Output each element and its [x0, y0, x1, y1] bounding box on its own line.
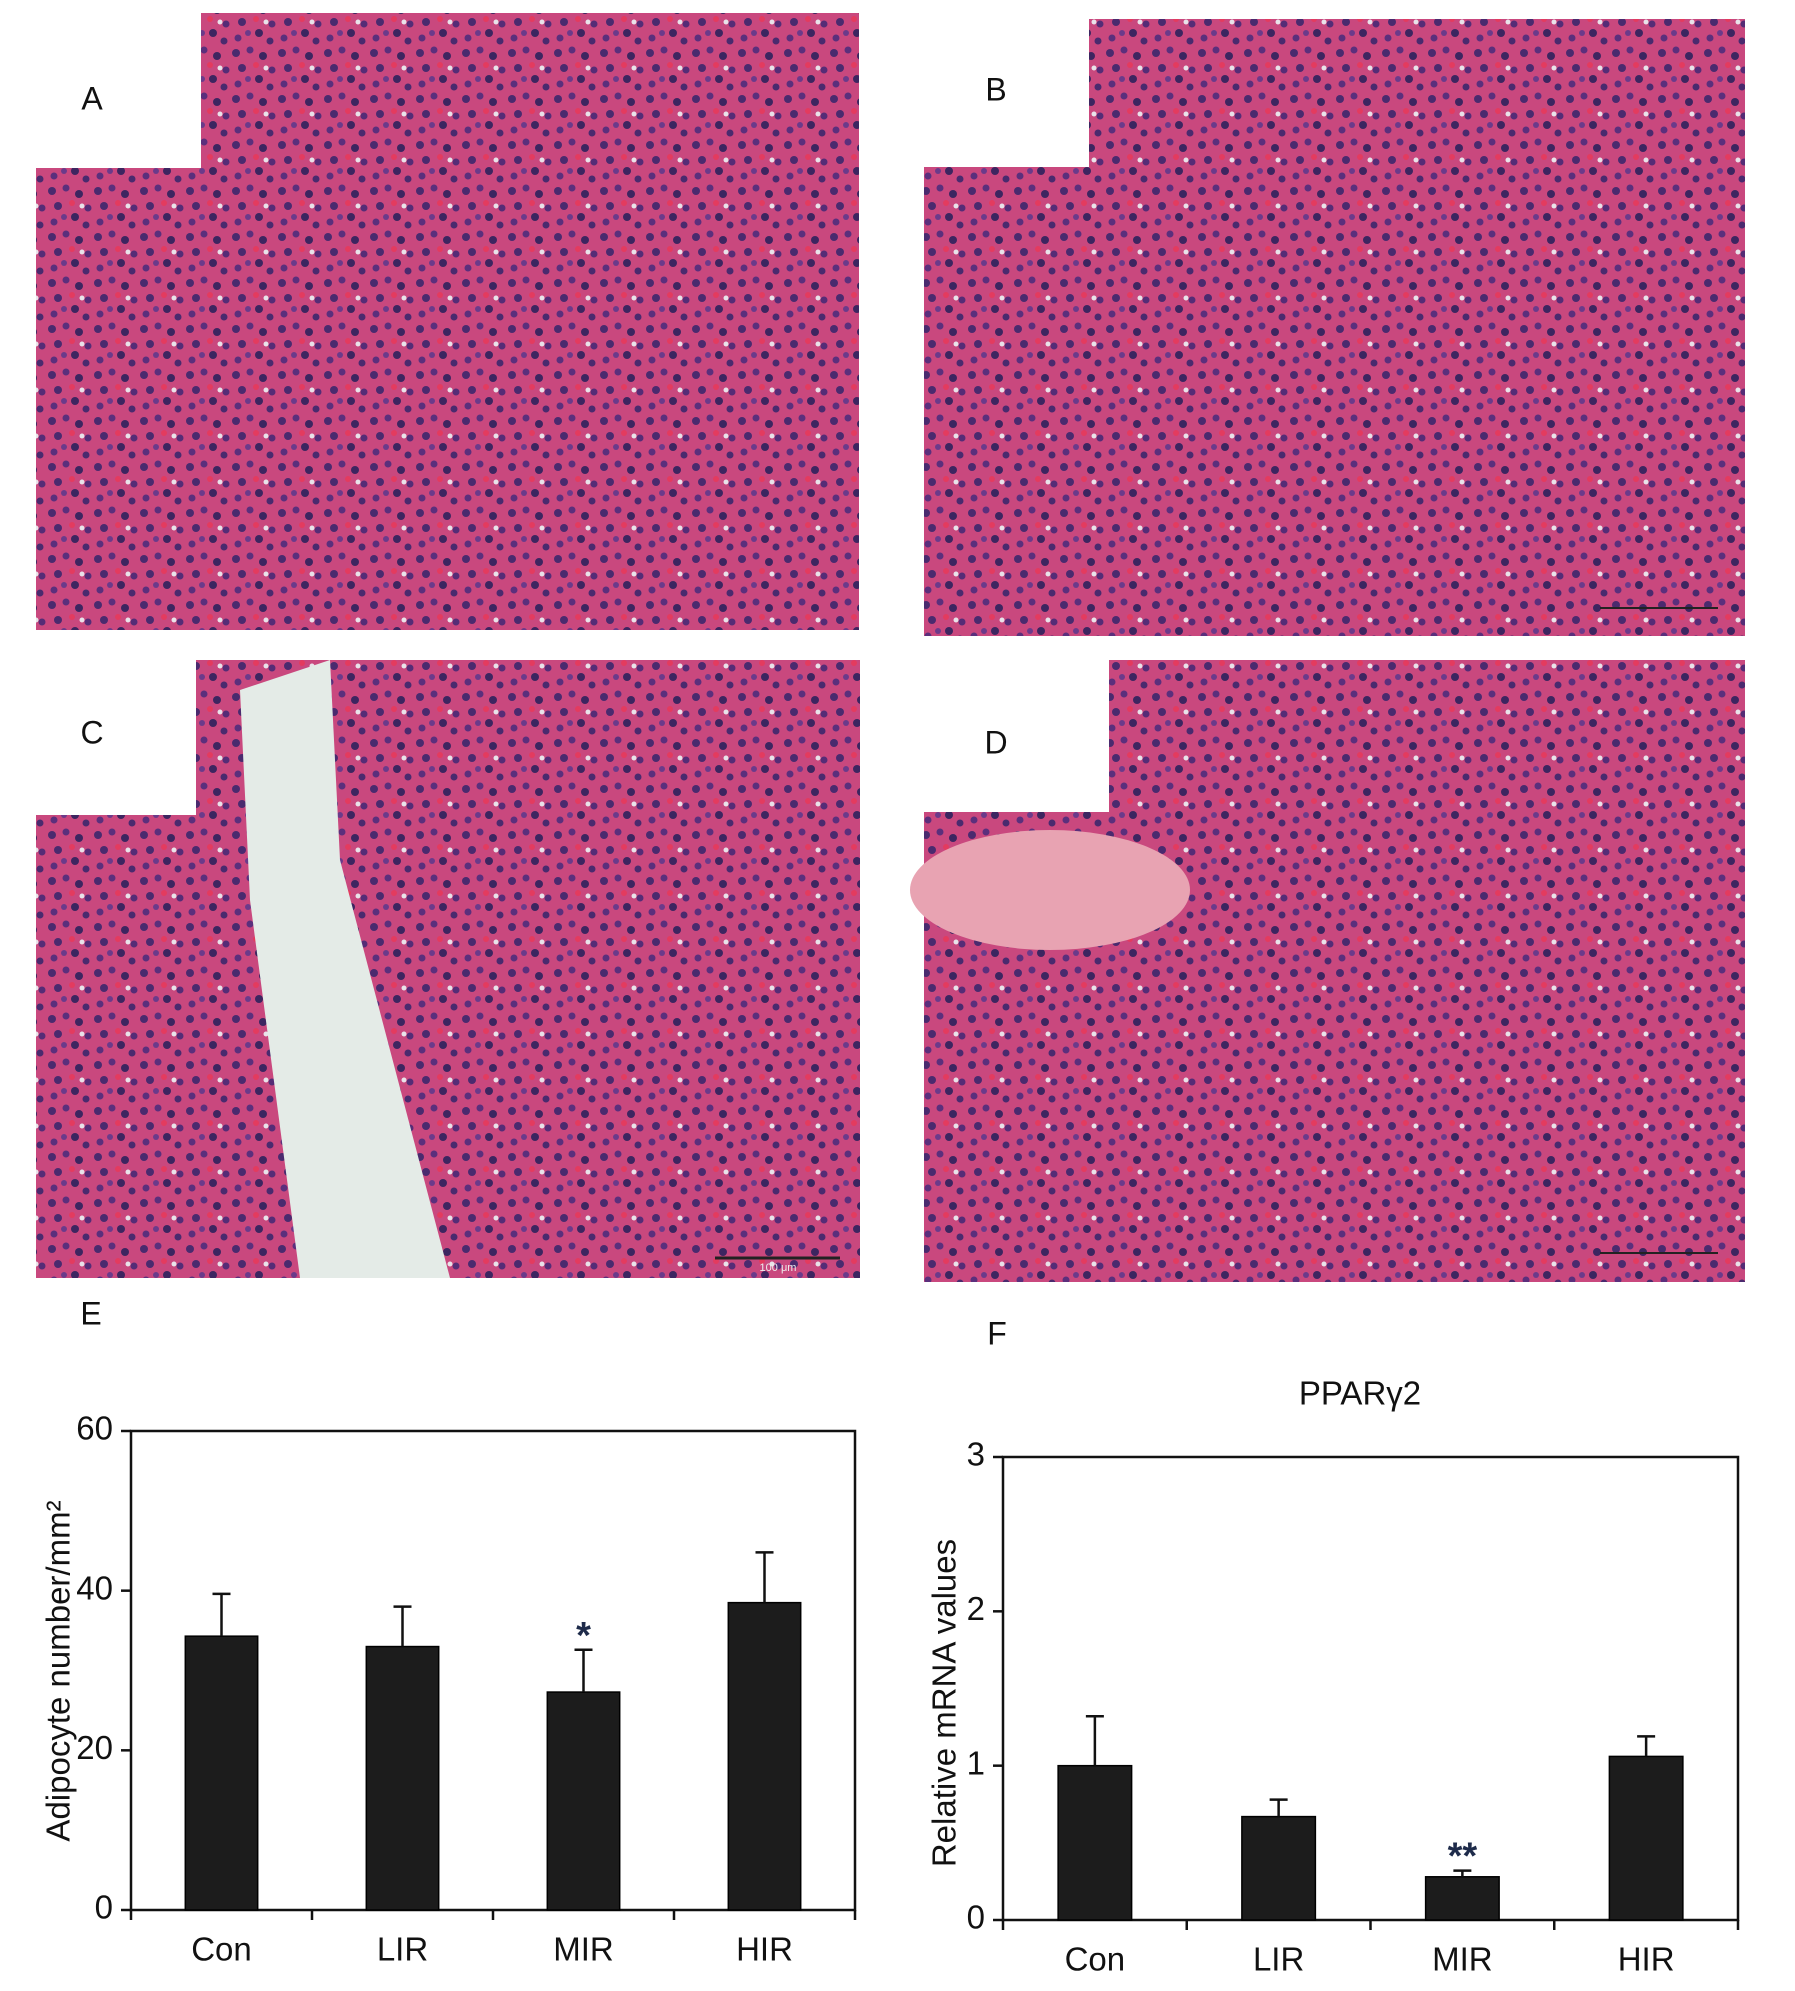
bar [546, 1691, 621, 1911]
y-tick-label: 20 [76, 1729, 113, 1766]
label-notch [36, 13, 201, 168]
bar [1608, 1755, 1684, 1921]
significance-mark: * [576, 1615, 591, 1657]
bar [1057, 1764, 1133, 1921]
x-tick-label: HIR [1618, 1941, 1675, 1978]
marrow-space [240, 660, 450, 1278]
error-bar [1637, 1735, 1656, 1757]
bar [727, 1601, 802, 1911]
y-tick-label: 60 [76, 1410, 113, 1447]
error-bar [1085, 1715, 1104, 1766]
x-tick-label: HIR [736, 1931, 793, 1968]
error-bar [1269, 1798, 1288, 1817]
y-tick-label: 0 [95, 1889, 113, 1926]
x-tick-label: Con [1065, 1941, 1126, 1978]
x-tick-label: LIR [377, 1931, 428, 1968]
bar [365, 1645, 440, 1911]
scale-bar-label: 100 μm [760, 1262, 797, 1274]
x-tick-label: Con [191, 1931, 252, 1968]
bar [184, 1635, 259, 1911]
y-tick-label: 2 [967, 1590, 985, 1627]
bar [1241, 1815, 1317, 1921]
panel-label: D [984, 724, 1007, 760]
panel-label: E [80, 1295, 101, 1331]
bar [1424, 1876, 1500, 1921]
error-bar [212, 1592, 231, 1637]
error-bar [393, 1605, 412, 1647]
chart-title: PPARγ2 [1299, 1375, 1421, 1412]
x-tick-label: LIR [1253, 1941, 1304, 1978]
y-axis-label: Relative mRNA values [926, 1539, 963, 1867]
bone-trabecula [910, 830, 1190, 950]
y-tick-label: 3 [967, 1436, 985, 1473]
error-bar [1453, 1869, 1472, 1877]
error-bar [574, 1648, 593, 1693]
y-axis-label: Adipocyte number/mm² [40, 1500, 77, 1841]
label-notch [36, 660, 196, 815]
label-notch [924, 19, 1089, 167]
histology-panels [36, 13, 1745, 1282]
x-tick-label: MIR [553, 1931, 614, 1968]
y-tick-label: 40 [76, 1569, 113, 1606]
y-tick-label: 0 [967, 1899, 985, 1936]
panel-label: F [987, 1315, 1007, 1351]
label-notch [924, 660, 1109, 812]
x-tick-label: MIR [1432, 1941, 1493, 1978]
significance-mark: ** [1448, 1836, 1478, 1878]
y-tick-label: 1 [967, 1744, 985, 1781]
error-bar [755, 1551, 774, 1603]
panel-label: B [985, 71, 1006, 107]
panel-label: C [80, 714, 103, 750]
panel-label: A [81, 80, 103, 116]
